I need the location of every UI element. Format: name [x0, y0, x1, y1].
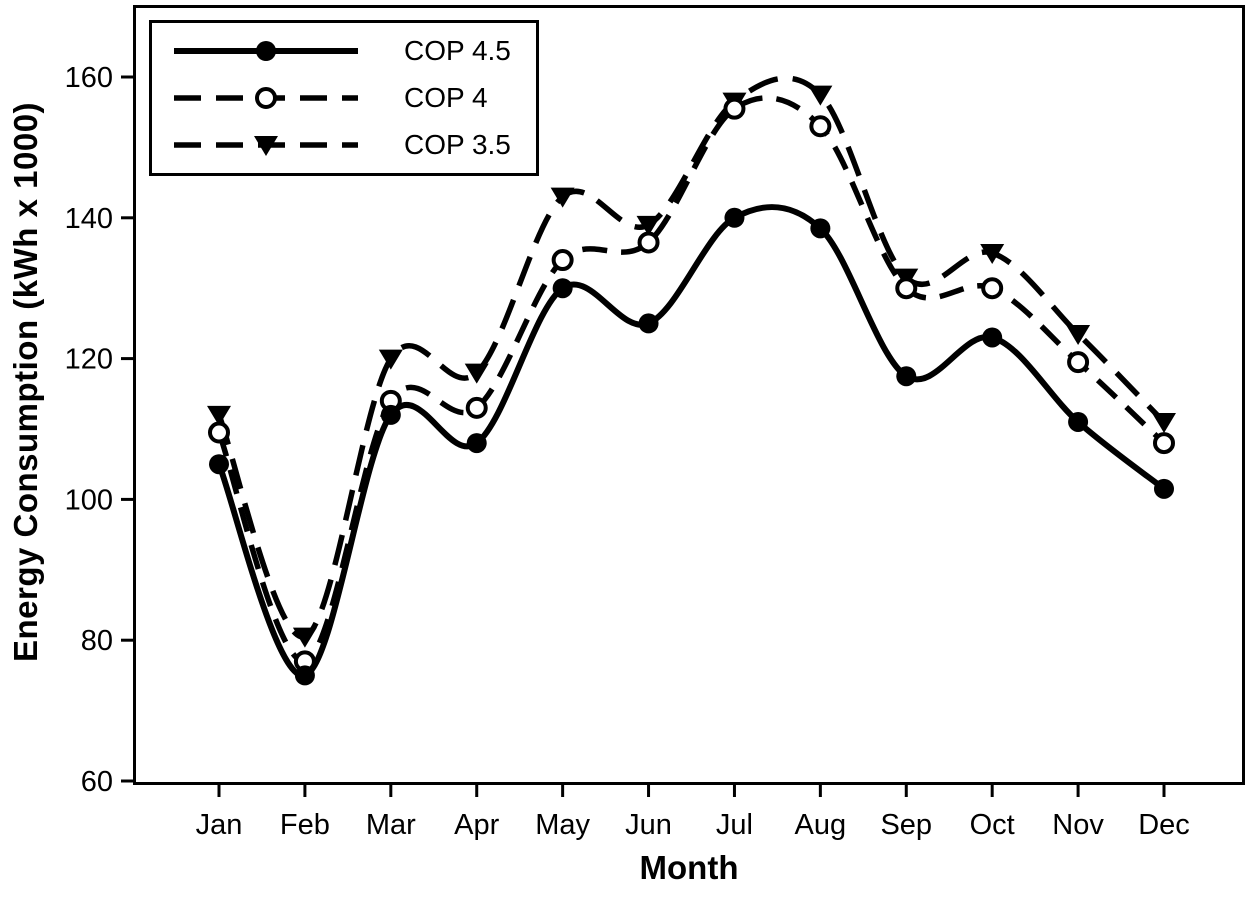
x-tick-label: Jul: [716, 809, 753, 841]
y-tick-label: 140: [65, 203, 113, 235]
legend-line-sample-solid: [174, 41, 358, 61]
open-circle-icon: [255, 87, 277, 109]
series-line-cop-4: [216, 95, 1166, 665]
marker-cop-3-5-jun: [636, 215, 661, 236]
marker-cop-4-5-jul: [724, 207, 745, 228]
x-axis-title: Month: [639, 849, 739, 886]
marker-cop-3-5-mar: [378, 349, 403, 370]
x-tick-label: Nov: [1052, 809, 1104, 841]
marker-cop-4-aug: [809, 115, 832, 138]
legend-item-cop-3-5: COP 3.5: [172, 126, 536, 164]
marker-cop-4-5-sep: [896, 366, 917, 387]
marker-cop-4-apr: [465, 396, 488, 419]
x-tick-label: Oct: [970, 809, 1015, 841]
y-tick-label: 60: [81, 766, 113, 798]
x-tick-label: Sep: [880, 809, 932, 841]
filled-circle-icon: [256, 41, 276, 61]
legend-item-cop-4: COP 4: [172, 79, 536, 117]
series-line-cop-4-5: [216, 204, 1166, 679]
marker-cop-3-5-jan: [207, 405, 231, 426]
x-tick-label: Mar: [366, 809, 416, 841]
marker-cop-3-5-apr: [464, 363, 489, 384]
marker-cop-3-5-nov: [1066, 324, 1091, 345]
x-tick-label: Dec: [1138, 809, 1190, 841]
y-tick-label: 120: [65, 344, 113, 376]
marker-cop-3-5-dec: [1151, 412, 1176, 433]
marker-cop-4-5-feb: [294, 665, 315, 686]
legend-item-cop-4-5: COP 4.5: [172, 32, 536, 70]
marker-cop-4-jul: [723, 97, 746, 120]
x-tick-label: Apr: [454, 809, 499, 841]
marker-cop-4-5-dec: [1153, 478, 1174, 499]
y-tick-label: 100: [65, 484, 113, 516]
marker-cop-4-5-aug: [810, 218, 831, 239]
marker-cop-4-5-jan: [209, 454, 229, 475]
marker-cop-4-5-oct: [982, 327, 1003, 348]
x-tick-label: May: [535, 809, 590, 841]
marker-cop-4-5-jun: [638, 313, 659, 334]
y-tick-label: 80: [81, 625, 113, 657]
marker-cop-4-5-mar: [380, 404, 401, 425]
legend-line-sample-long-dashed: [174, 136, 358, 156]
y-tick-label: 160: [65, 62, 113, 94]
marker-cop-3-5-aug: [808, 85, 833, 106]
marker-cop-3-5-feb: [292, 627, 317, 648]
marker-cop-4-5-apr: [466, 433, 487, 454]
y-axis-title: Energy Consumption (kWh x 1000): [7, 101, 44, 663]
legend-line-sample-dashed: [174, 87, 358, 109]
legend: COP 4.5 COP 4 COP 3.5: [149, 20, 539, 176]
plot-border: [133, 5, 1245, 785]
x-tick-label: Feb: [280, 809, 330, 841]
marker-cop-4-may: [551, 249, 574, 272]
marker-cop-4-nov: [1067, 351, 1090, 374]
marker-cop-4-sep: [895, 277, 918, 300]
x-tick-label: Jan: [196, 809, 243, 841]
marker-cop-4-jan: [208, 421, 230, 444]
x-tick-label: Jun: [625, 809, 672, 841]
x-tick-label: Aug: [795, 809, 847, 841]
filled-triangle-down-icon: [254, 136, 278, 156]
marker-cop-4-5-nov: [1068, 411, 1089, 432]
marker-cop-3-5-may: [550, 187, 575, 208]
legend-label: COP 4: [404, 82, 488, 113]
legend-label: COP 3.5: [404, 129, 511, 160]
marker-cop-4-dec: [1152, 432, 1175, 455]
marker-cop-4-jun: [637, 231, 660, 254]
marker-cop-4-oct: [981, 277, 1004, 300]
legend-label: COP 4.5: [404, 35, 511, 66]
marker-cop-4-5-may: [552, 278, 573, 299]
marker-cop-3-5-oct: [980, 244, 1005, 264]
